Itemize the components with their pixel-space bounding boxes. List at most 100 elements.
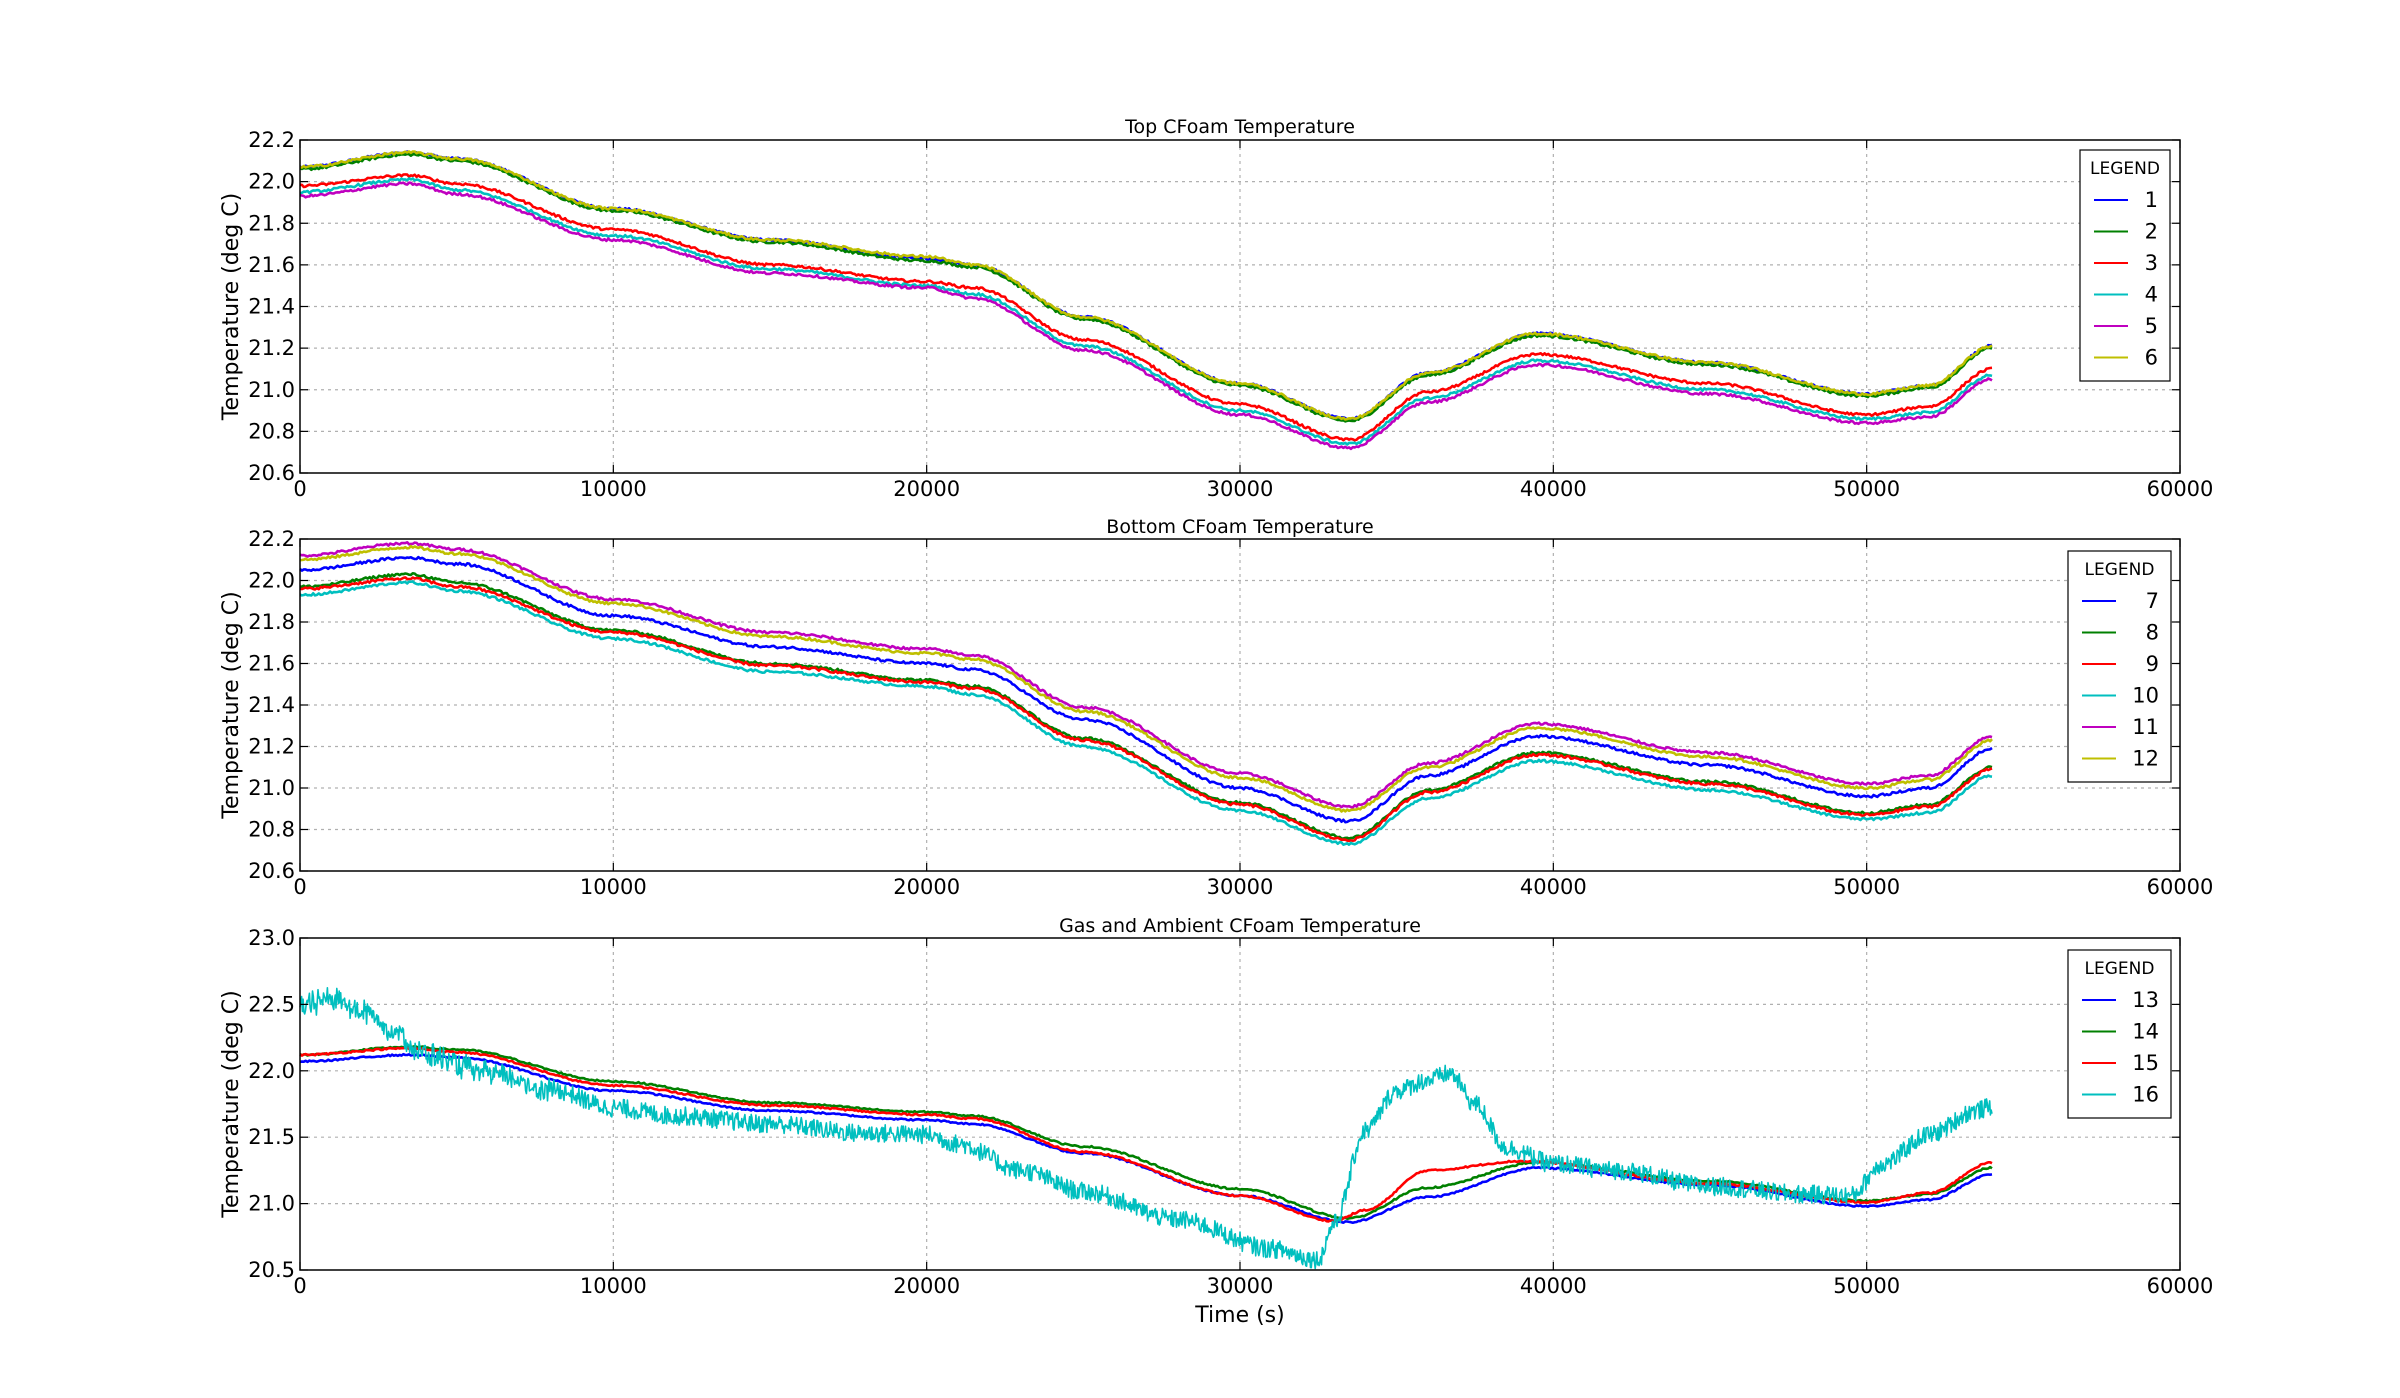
series-group-top: [299, 150, 1993, 451]
series-line-15: [299, 1046, 1993, 1223]
y-tick-label: 22.0: [248, 1059, 295, 1083]
y-axis-label-top: Temperature (deg C): [219, 193, 244, 421]
y-tick-label: 20.5: [248, 1258, 295, 1282]
legend-label-4: 4: [2145, 283, 2158, 307]
x-tick-label: 0: [293, 477, 306, 501]
legend-label-8: 8: [2146, 621, 2159, 645]
x-tick-label: 30000: [1207, 477, 1274, 501]
series-line-7: [299, 555, 1993, 824]
series-line-14: [299, 1044, 1993, 1221]
legend-label-6: 6: [2145, 346, 2158, 370]
series-line-4: [299, 177, 1993, 446]
y-tick-label: 21.5: [248, 1125, 295, 1149]
y-tick-label: 23.0: [248, 926, 295, 950]
series-line-3: [299, 173, 1993, 442]
legend-box: [2079, 149, 2171, 382]
y-tick-label: 21.8: [248, 610, 295, 634]
y-tick-label: 20.6: [248, 461, 295, 485]
chart-title-gas-ambient: Gas and Ambient CFoam Temperature: [1059, 915, 1421, 937]
legend-label-3: 3: [2145, 251, 2158, 275]
ticks-top: 0 10000 20000 30000 40000 50000 60000 20.6 20.8 2…: [248, 128, 2213, 501]
y-axis-label-gas: Temperature (deg C): [219, 990, 244, 1218]
y-tick-label: 21.0: [248, 776, 295, 800]
series-group-gas: [299, 987, 1993, 1270]
legend-title: LEGEND: [2090, 159, 2160, 179]
grid-top: [300, 140, 2180, 473]
ticks-bottom: 0 10000 20000 30000 40000 50000 60000 20.6 20.8 2…: [248, 527, 2213, 899]
legend-title: LEGEND: [2085, 959, 2155, 979]
legend-label-10: 10: [2132, 684, 2159, 708]
series-line-11: [299, 541, 1993, 809]
series-group-bottom: [299, 541, 1993, 846]
x-tick-label: 50000: [1833, 875, 1900, 899]
x-tick-label: 40000: [1520, 875, 1587, 899]
chart-title-bottom-cfoam: Bottom CFoam Temperature: [1106, 516, 1373, 538]
x-tick-label: 40000: [1520, 477, 1587, 501]
y-tick-label: 22.2: [248, 527, 295, 551]
x-tick-label: 60000: [2147, 875, 2214, 899]
y-axis-label-bottom: Temperature (deg C): [219, 591, 244, 819]
series-line-6: [300, 150, 1993, 421]
legend-gas: LEGEND 13 14 15 16: [2067, 949, 2172, 1119]
y-tick-label: 22.2: [248, 128, 295, 152]
legend-box: [2067, 550, 2172, 783]
x-tick-label: 30000: [1207, 1274, 1274, 1298]
y-tick-label: 21.4: [248, 295, 295, 319]
chart-title-top-cfoam: Top CFoam Temperature: [1124, 116, 1355, 138]
grid-bottom: [300, 539, 2180, 871]
legend-label-15: 15: [2132, 1051, 2159, 1075]
y-tick-label: 21.4: [248, 693, 295, 717]
x-tick-label: 10000: [580, 1274, 647, 1298]
series-line-9: [299, 576, 1993, 843]
y-tick-label: 20.8: [248, 419, 295, 443]
series-line-5: [299, 181, 1993, 451]
legend-bottom: LEGEND 7 8 9 10 11 12: [2067, 550, 2172, 783]
legend-label-14: 14: [2132, 1020, 2159, 1044]
x-tick-label: 50000: [1833, 1274, 1900, 1298]
legend-label-7: 7: [2146, 589, 2159, 613]
x-tick-label: 10000: [580, 875, 647, 899]
y-tick-label: 22.0: [248, 170, 295, 194]
legend-label-1: 1: [2145, 188, 2158, 212]
panel-top-cfoam: Top CFoam Temperature Temperature (deg C…: [219, 116, 2213, 501]
x-tick-label: 40000: [1520, 1274, 1587, 1298]
y-tick-label: 21.6: [248, 253, 295, 277]
y-tick-label: 22.5: [248, 992, 295, 1016]
panel-gas-ambient: Gas and Ambient CFoam Temperature Temper…: [219, 915, 2213, 1328]
y-tick-label: 21.2: [248, 735, 295, 759]
series-line-8: [299, 572, 1993, 840]
x-tick-label: 0: [293, 1274, 306, 1298]
legend-label-5: 5: [2145, 314, 2158, 338]
y-tick-label: 20.6: [248, 859, 295, 883]
legend-label-2: 2: [2145, 220, 2158, 244]
x-tick-label: 60000: [2147, 1274, 2214, 1298]
legend-title: LEGEND: [2085, 560, 2155, 580]
legend-label-12: 12: [2132, 747, 2159, 771]
y-tick-label: 22.0: [248, 569, 295, 593]
y-tick-label: 21.0: [248, 1192, 295, 1216]
x-axis-label: Time (s): [1194, 1303, 1284, 1328]
legend-top: LEGEND 1 2 3 4 5 6: [2079, 149, 2171, 382]
x-tick-label: 60000: [2147, 477, 2214, 501]
legend-box: [2067, 949, 2172, 1119]
series-line-16: [299, 987, 1993, 1270]
y-tick-label: 21.6: [248, 652, 295, 676]
y-tick-label: 21.8: [248, 211, 295, 235]
x-tick-label: 0: [293, 875, 306, 899]
panel-bottom-cfoam: Bottom CFoam Temperature Temperature (de…: [219, 516, 2213, 899]
legend-label-16: 16: [2132, 1083, 2159, 1107]
ticks-gas: 0 10000 20000 30000 40000 50000 60000 20.5 21.0 2…: [248, 926, 2213, 1298]
legend-label-11: 11: [2132, 715, 2159, 739]
x-tick-label: 20000: [893, 477, 960, 501]
legend-label-9: 9: [2146, 652, 2159, 676]
x-tick-label: 20000: [893, 875, 960, 899]
x-tick-label: 10000: [580, 477, 647, 501]
x-tick-label: 20000: [893, 1274, 960, 1298]
x-tick-label: 30000: [1207, 875, 1274, 899]
y-tick-label: 21.2: [248, 336, 295, 360]
y-tick-label: 20.8: [248, 818, 295, 842]
y-tick-label: 21.0: [248, 378, 295, 402]
series-line-10: [299, 580, 1993, 846]
legend-label-13: 13: [2132, 988, 2159, 1012]
